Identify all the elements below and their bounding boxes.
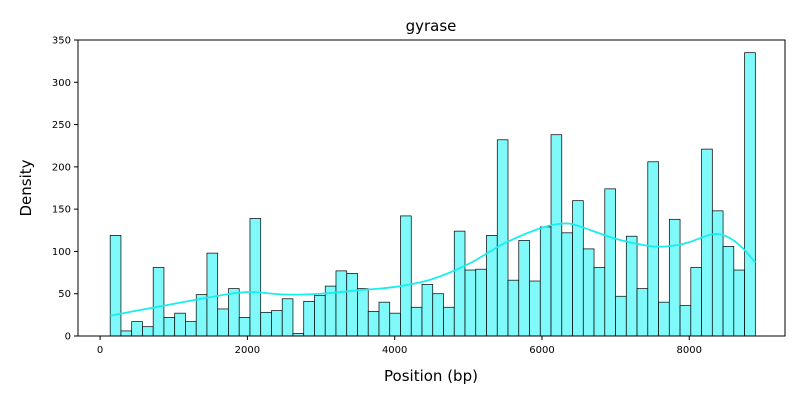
histogram-bar bbox=[389, 312, 401, 337]
histogram-bar bbox=[357, 288, 369, 337]
histogram-bar bbox=[572, 200, 584, 337]
x-tick-label: 0 bbox=[97, 345, 103, 356]
histogram-bar bbox=[475, 268, 487, 337]
histogram-bar bbox=[142, 326, 154, 337]
y-tick-label: 250 bbox=[52, 120, 71, 131]
histogram-bar bbox=[367, 311, 380, 337]
histogram-bar bbox=[625, 235, 638, 337]
histogram-bar bbox=[529, 280, 541, 337]
histogram-bar bbox=[238, 317, 251, 337]
histogram-bar bbox=[443, 306, 455, 337]
histogram-bar bbox=[206, 252, 219, 337]
x-axis-label: Position (bp) bbox=[384, 367, 478, 385]
histogram-bar bbox=[464, 269, 477, 337]
histogram-bar bbox=[604, 188, 616, 337]
y-tick-label: 200 bbox=[52, 162, 71, 173]
y-tick-label: 150 bbox=[52, 205, 71, 216]
histogram-bar bbox=[518, 240, 530, 337]
histogram-bar bbox=[228, 288, 240, 337]
histogram-bar bbox=[722, 246, 735, 337]
histogram-bar bbox=[195, 294, 208, 337]
y-tick-label: 300 bbox=[52, 78, 71, 89]
histogram-bar bbox=[378, 301, 391, 337]
histogram-bar bbox=[668, 218, 681, 337]
histogram-bar bbox=[314, 295, 326, 337]
histogram-bar bbox=[701, 148, 713, 337]
histogram-bar bbox=[679, 305, 692, 337]
histogram-bar bbox=[453, 230, 466, 337]
histogram-bar bbox=[711, 210, 724, 337]
x-tick-label: 2000 bbox=[235, 345, 260, 356]
bars-group bbox=[109, 52, 756, 337]
x-tick-label: 4000 bbox=[382, 345, 407, 356]
y-axis-label: Density bbox=[17, 159, 35, 216]
histogram-bar bbox=[335, 270, 348, 337]
histogram-bar bbox=[217, 308, 229, 337]
histogram-bar bbox=[744, 52, 756, 337]
y-tick-label: 350 bbox=[52, 36, 71, 47]
histogram-bar bbox=[185, 321, 197, 337]
chart-title: gyrase bbox=[406, 17, 457, 35]
histogram-bar bbox=[636, 288, 649, 337]
histogram-bar bbox=[539, 226, 552, 337]
histogram-bar bbox=[432, 293, 444, 337]
histogram-bar bbox=[496, 139, 509, 337]
histogram-bar bbox=[561, 232, 573, 337]
histogram-bar bbox=[260, 311, 272, 337]
histogram-bar bbox=[507, 279, 520, 337]
histogram-bar bbox=[163, 317, 176, 337]
y-tick-label: 100 bbox=[52, 247, 71, 258]
histogram-bar bbox=[120, 330, 133, 337]
histogram-bar bbox=[582, 248, 595, 337]
histogram-bar bbox=[131, 321, 143, 337]
histogram-bar bbox=[550, 134, 563, 337]
histogram-bar bbox=[271, 310, 283, 337]
histogram-bar bbox=[281, 298, 294, 337]
y-axis: 0 50 100 150 200 250 300 350 bbox=[52, 36, 78, 343]
histogram-bar bbox=[733, 269, 745, 337]
histogram-bar bbox=[152, 267, 165, 337]
x-tick-label: 8000 bbox=[677, 345, 702, 356]
plot-frame bbox=[77, 39, 786, 337]
histogram-bar bbox=[249, 218, 262, 337]
kde-curve bbox=[110, 222, 756, 317]
histogram-bar bbox=[615, 295, 627, 337]
histogram-bar bbox=[647, 161, 659, 337]
y-tick-label: 0 bbox=[65, 332, 71, 343]
histogram-bar bbox=[658, 301, 670, 337]
histogram-bar bbox=[303, 300, 315, 337]
histogram-bar bbox=[690, 267, 702, 337]
histogram-bar bbox=[421, 284, 434, 337]
histogram-bar bbox=[593, 267, 606, 337]
histogram-bar bbox=[109, 235, 122, 337]
x-axis: 0 2000 4000 6000 8000 bbox=[97, 336, 702, 356]
histogram-bar bbox=[174, 312, 186, 337]
histogram-bar bbox=[346, 273, 358, 337]
y-tick-label: 50 bbox=[58, 289, 71, 300]
x-tick-label: 6000 bbox=[529, 345, 554, 356]
histogram-bar bbox=[410, 306, 423, 337]
histogram-bar bbox=[400, 215, 412, 337]
